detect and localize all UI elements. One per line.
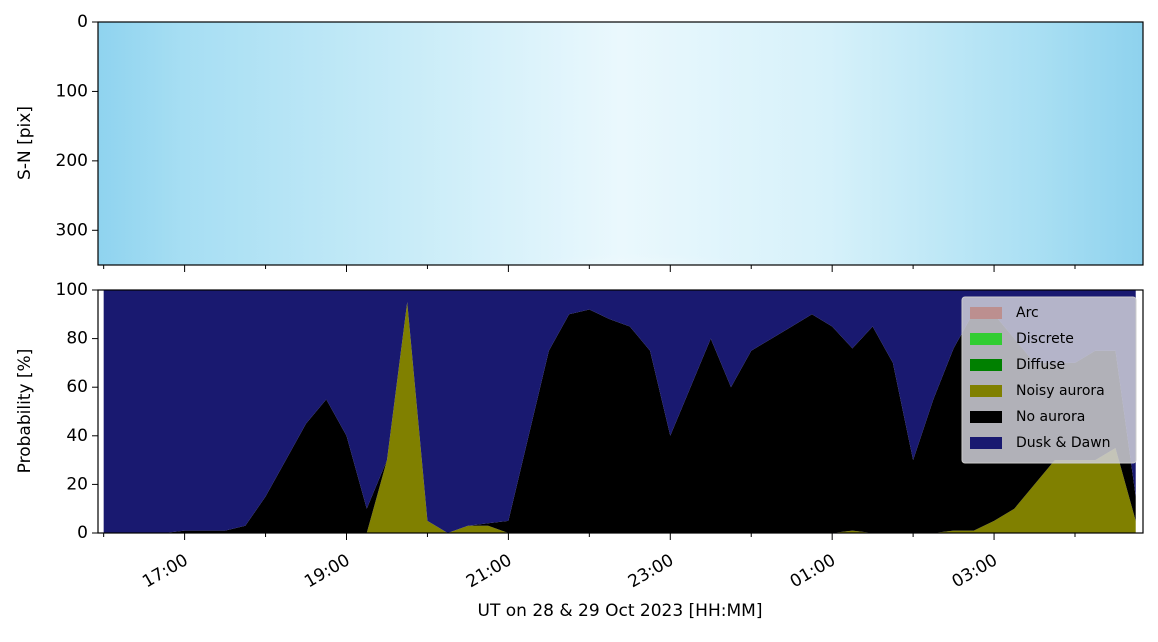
y-tick-label: 0 [77, 12, 88, 32]
x-tick-label: 23:00 [625, 550, 677, 592]
area-series [103, 302, 1136, 533]
legend-label: Noisy aurora [1016, 383, 1105, 399]
y-tick-label: 200 [56, 151, 88, 171]
y-tick-label: 80 [66, 329, 88, 349]
x-tick-label: 17:00 [139, 550, 191, 592]
y-tick-label: 40 [66, 426, 88, 446]
y-tick-label: 300 [56, 220, 88, 240]
area-series [103, 302, 1136, 533]
x-tick-label: 21:00 [463, 550, 515, 592]
y-tick-label: 100 [56, 81, 88, 101]
legend-swatch [970, 411, 1002, 423]
x-label: UT on 28 & 29 Oct 2023 [HH:MM] [478, 601, 763, 621]
legend-swatch [970, 307, 1002, 319]
legend-swatch [970, 385, 1002, 397]
legend-label: Arc [1016, 305, 1039, 321]
y-tick-label: 100 [56, 280, 88, 300]
legend-box [961, 296, 1137, 464]
legend-label: Dusk & Dawn [1016, 435, 1111, 451]
legend-swatch [970, 437, 1002, 449]
top-frame [97, 21, 1144, 266]
y-tick-label: 60 [66, 377, 88, 397]
top-y-label: S-N [pix] [15, 106, 35, 180]
legend-swatch [970, 359, 1002, 371]
x-tick-label: 01:00 [787, 550, 839, 592]
y-tick-label: 20 [66, 474, 88, 494]
y-tick-label: 0 [77, 523, 88, 543]
x-tick-label: 19:00 [301, 550, 353, 592]
legend: Arc Discrete Diffuse Noisy aurora No aurora D… [961, 296, 1137, 464]
x-tick-label: 03:00 [949, 550, 1001, 592]
legend-label: Diffuse [1016, 357, 1065, 373]
bottom-y-label: Probability [%] [15, 349, 35, 474]
area-series [103, 290, 1136, 533]
bottom-frame [97, 289, 1144, 534]
legend-label: No aurora [1016, 409, 1085, 425]
legend-label: Discrete [1016, 331, 1074, 347]
legend-swatch [970, 333, 1002, 345]
